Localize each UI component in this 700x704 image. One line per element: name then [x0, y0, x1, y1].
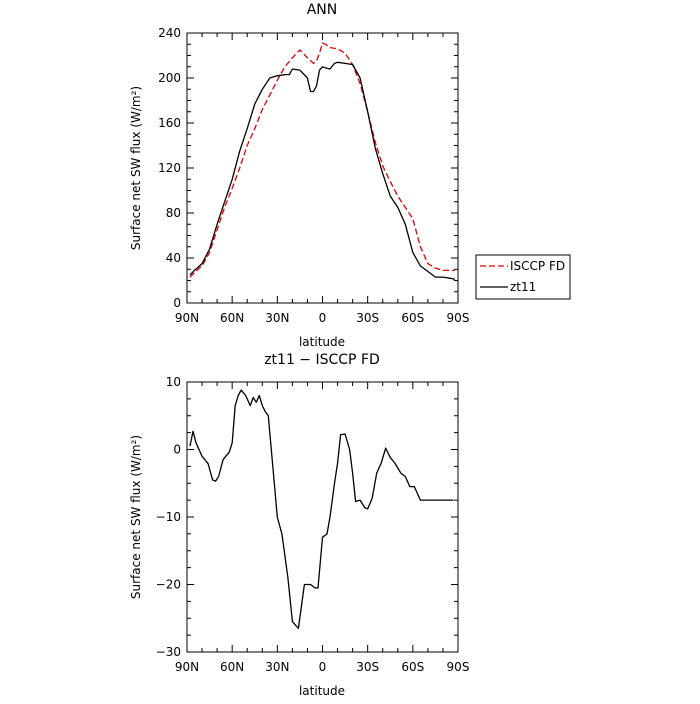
- y-axis-label: Surface net SW flux (W/m²): [129, 435, 143, 599]
- axis-ticks: 90N 60N 30N 0 30S 60S 90S 0 40 80 120 160 200 240: [158, 26, 469, 325]
- legend: ISCCP FD zt11: [475, 254, 571, 300]
- x-tick-label: 30N: [265, 660, 289, 674]
- x-axis-label: latitude: [299, 335, 345, 349]
- legend-label-zt11: zt11: [510, 280, 536, 294]
- x-tick-label: 60S: [401, 660, 424, 674]
- y-tick-label: 200: [158, 71, 181, 85]
- x-tick-label: 0: [319, 311, 327, 325]
- y-axis-label: Surface net SW flux (W/m²): [129, 86, 143, 250]
- x-tick-label: 90S: [447, 660, 470, 674]
- x-tick-label: 30S: [356, 660, 379, 674]
- y-tick-label: 10: [166, 375, 181, 389]
- x-tick-label: 60N: [220, 660, 244, 674]
- chart-panel-annual: ANN 90N 60N 30N 0 30S 60S 90S 0 40 80 120 160 200 240…: [129, 2, 571, 349]
- y-tick-label: 80: [166, 206, 181, 220]
- series-line-isccp-fd: [189, 42, 455, 278]
- x-tick-label: 90N: [175, 660, 199, 674]
- x-axis-label: latitude: [299, 684, 345, 698]
- y-tick-label: 0: [173, 443, 181, 457]
- x-tick-label: 90S: [447, 311, 470, 325]
- y-tick-label: −10: [156, 510, 181, 524]
- x-tick-label: 30N: [265, 311, 289, 325]
- x-tick-label: 60S: [401, 311, 424, 325]
- y-tick-label: 40: [166, 251, 181, 265]
- chart-panel-difference: zt11 − ISCCP FD 90N 60N 30N 0 30S 60S 90S −30 −2…: [129, 352, 469, 698]
- y-tick-label: −30: [156, 645, 181, 659]
- x-tick-label: 90N: [175, 311, 199, 325]
- series-group: [189, 389, 454, 630]
- chart-title: zt11 − ISCCP FD: [264, 352, 380, 368]
- y-tick-label: 0: [173, 296, 181, 310]
- legend-box: [475, 254, 571, 300]
- x-tick-label: 0: [319, 660, 327, 674]
- y-tick-label: 160: [158, 116, 181, 130]
- y-tick-label: 240: [158, 26, 181, 40]
- series-line-difference: [189, 389, 454, 630]
- chart-title: ANN: [307, 2, 338, 18]
- series-group: [189, 42, 456, 281]
- y-tick-label: −20: [156, 578, 181, 592]
- x-tick-label: 30S: [356, 311, 379, 325]
- series-line-zt11: [189, 61, 456, 281]
- x-tick-label: 60N: [220, 311, 244, 325]
- axis-ticks: 90N 60N 30N 0 30S 60S 90S −30 −20 −10 0 10: [156, 375, 470, 674]
- legend-label-isccp: ISCCP FD: [510, 259, 565, 273]
- y-tick-label: 120: [158, 161, 181, 175]
